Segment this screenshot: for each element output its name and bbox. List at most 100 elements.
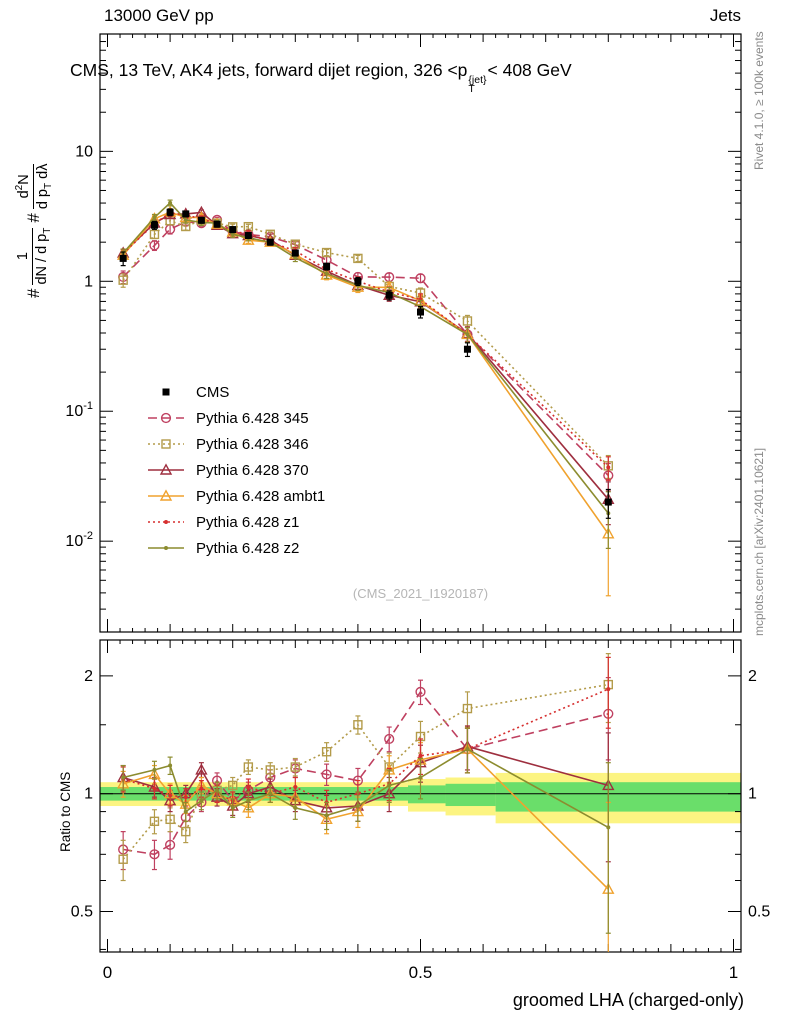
marker-circle-open (321, 769, 332, 780)
marker-square-filled (244, 232, 252, 240)
legend-label: Pythia 6.428 345 (196, 409, 309, 427)
ratio-series-z2 (120, 727, 611, 934)
marker-square-open (181, 826, 191, 837)
band-green (445, 783, 496, 807)
marker-dot (268, 791, 273, 796)
marker-triangle-open (242, 801, 255, 813)
marker-dot (293, 255, 298, 260)
pt-sub: T (468, 83, 475, 95)
legend-marker-sample (148, 463, 184, 475)
marker-square-filled (417, 308, 424, 316)
y-tick-label-main: 10-1 (65, 400, 93, 420)
frac1-numerator: 1 (14, 227, 33, 285)
legend-label: Pythia 6.428 370 (196, 461, 309, 479)
frac2-numerator: d2N (14, 163, 34, 210)
marker-dot (465, 747, 470, 752)
marker-square-open (265, 765, 275, 775)
band-green (407, 785, 446, 804)
legend-marker-sample (148, 489, 184, 501)
y-axis-title-ratio: Ratio to CMS (58, 771, 73, 852)
marker-dot (164, 546, 168, 550)
mcplots-credit-label: mcplots.cern.ch [arXiv:2401.10621] (752, 447, 766, 636)
marker-square-filled (197, 216, 205, 224)
marker-dot (606, 465, 611, 470)
y-tick-label-ratio: 0.5 (71, 904, 93, 921)
y-tick-label-main: 1 (84, 273, 93, 290)
marker-square-open (165, 814, 175, 825)
pt-sup: {jet} (468, 74, 487, 86)
legend-marker-sample (162, 388, 170, 396)
marker-dot (215, 788, 220, 793)
legend-item: Pythia 6.428 z2 (146, 535, 325, 561)
marker-dot (246, 798, 251, 803)
ratio-line-345 (123, 690, 609, 856)
marker-dot (199, 798, 204, 803)
marker-square-open (149, 229, 160, 240)
marker-dot (164, 520, 168, 524)
analysis-id-watermark: (CMS_2021_I1920187) (352, 586, 489, 601)
band-green (495, 782, 741, 812)
marker-square-filled (150, 221, 158, 229)
panel-title: CMS, 13 TeV, AK4 jets, forward dijet reg… (70, 60, 572, 94)
marker-dot (152, 767, 157, 772)
marker-circle-open (415, 273, 426, 284)
y-tick-label-ratio-right: 2 (748, 668, 757, 685)
x-tick-label: 1 (729, 963, 738, 982)
marker-dot (121, 775, 126, 780)
ratio-panel-frame (99, 639, 742, 953)
marker-square-filled (213, 220, 221, 228)
ratio-series-346 (118, 653, 613, 882)
series-line-z1 (122, 211, 609, 468)
marker-square-filled (291, 249, 299, 257)
frac2-denominator: d pT dλ (34, 163, 54, 210)
marker-dot (293, 805, 298, 810)
main-panel-frame (99, 33, 742, 633)
legend: CMS Pythia 6.428 345 Pythia 6.428 346 Pythi… (146, 379, 325, 561)
marker-dot (168, 793, 173, 798)
legend-marker-sample (148, 439, 184, 449)
hash-glyph: # (23, 288, 43, 298)
marker-square-open (149, 816, 160, 827)
hash-glyph: # (23, 213, 43, 223)
marker-square-open (118, 854, 128, 864)
marker-square-open (353, 253, 363, 264)
marker-dot (418, 775, 423, 780)
ratio-series-ambt1 (116, 727, 615, 952)
beam-energy-label: 13000 GeV pp (104, 6, 214, 25)
marker-dot (324, 271, 329, 276)
marker-dot (230, 805, 235, 810)
frac1-denominator: dN / d pT (33, 227, 53, 285)
marker-circle-open (384, 733, 395, 745)
legend-label: Pythia 6.428 ambt1 (196, 487, 326, 505)
marker-dot (183, 217, 188, 222)
marker-square-filled (463, 345, 471, 353)
legend-label: Pythia 6.428 z2 (196, 539, 300, 557)
marker-dot (324, 813, 329, 818)
marker-dot (183, 795, 188, 800)
marker-dot (230, 232, 235, 237)
marker-square-open (462, 703, 473, 714)
marker-triangle-open (195, 763, 208, 775)
axis-ticks (100, 34, 741, 952)
legend-marker-sample (148, 520, 184, 524)
marker-circle-open (160, 412, 172, 424)
marker-square-filled (229, 226, 237, 234)
marker-square-open (243, 762, 254, 772)
legend-item: Pythia 6.428 370 (146, 457, 325, 483)
marker-square-open (462, 316, 473, 326)
marker-dot (606, 687, 611, 692)
series-line-345 (122, 219, 609, 477)
marker-dot (418, 753, 423, 758)
marker-square-open (290, 762, 301, 772)
legend-label: Pythia 6.428 346 (196, 435, 309, 453)
marker-square-filled (182, 210, 190, 218)
axis-tick-labels: 10 1 10-1 10-2 2 2 1 1 0.5 0.5 0 0.5 1 (65, 143, 770, 982)
marker-square-filled (162, 388, 170, 396)
marker-triangle-open (242, 233, 255, 245)
fraction-2: d2N d pT dλ (14, 163, 54, 210)
x-axis-title: groomed LHA (charged-only) (512, 990, 744, 1010)
series-line-z2 (122, 201, 609, 514)
series-line-ambt1 (122, 211, 609, 535)
marker-dot (465, 332, 470, 337)
